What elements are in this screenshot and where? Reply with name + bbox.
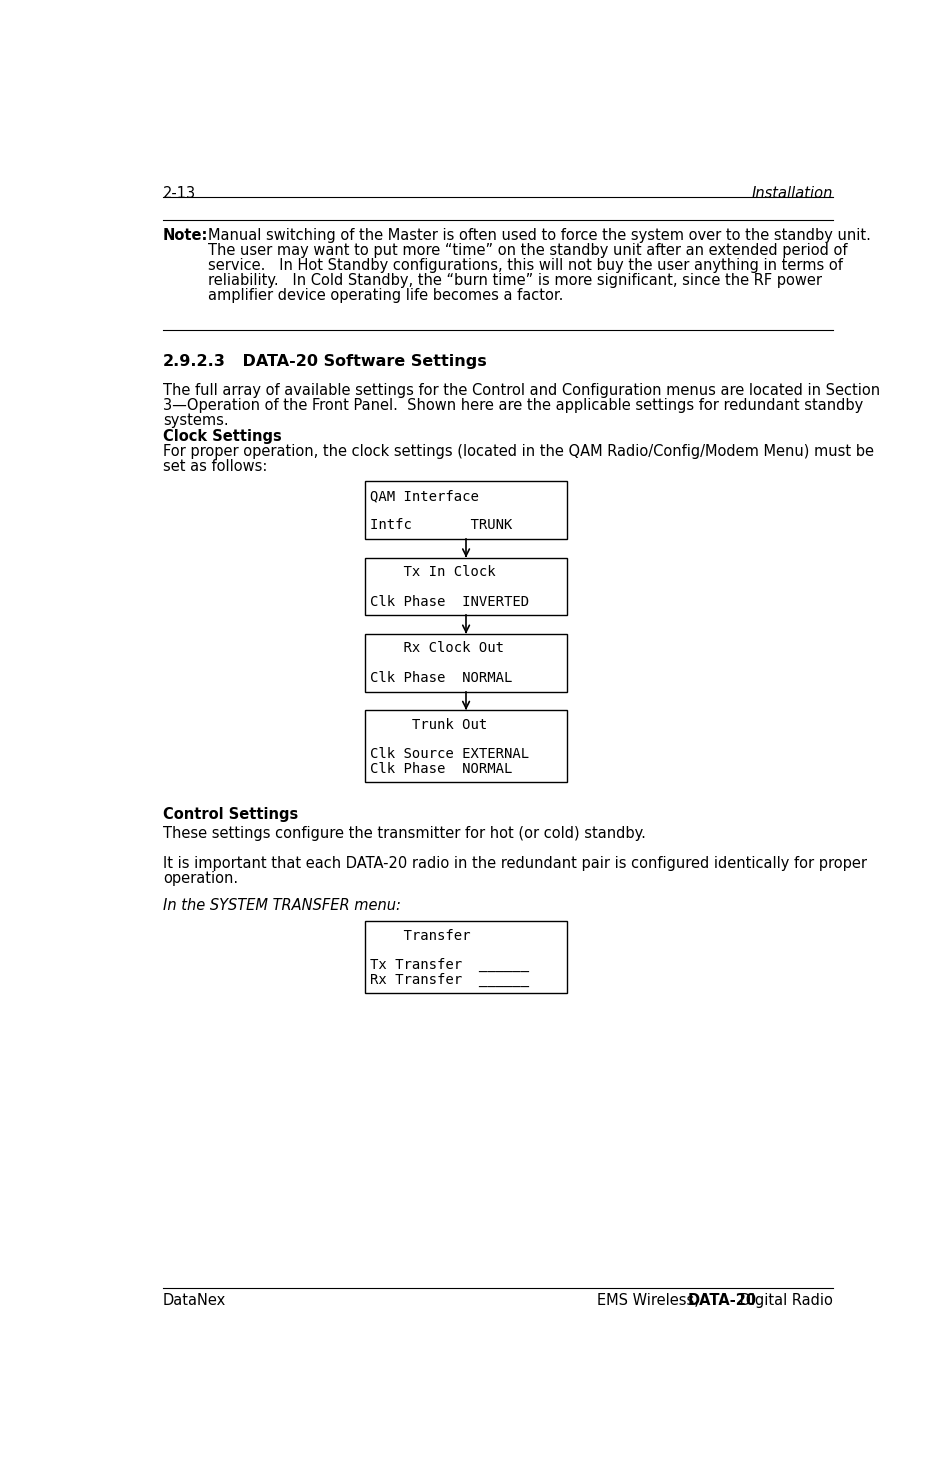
Text: operation.: operation. xyxy=(163,870,238,885)
Bar xyxy=(365,710,567,782)
Text: Clk Source EXTERNAL: Clk Source EXTERNAL xyxy=(370,747,529,761)
Text: Clk Phase  INVERTED: Clk Phase INVERTED xyxy=(370,594,529,609)
Text: reliability.   In Cold Standby, the “burn time” is more significant, since the R: reliability. In Cold Standby, the “burn … xyxy=(208,273,822,288)
Text: Rx Transfer  ______: Rx Transfer ______ xyxy=(370,973,529,986)
Bar xyxy=(365,634,567,691)
Bar xyxy=(365,557,567,616)
Text: The user may want to put more “time” on the standby unit after an extended perio: The user may want to put more “time” on … xyxy=(208,243,847,259)
Text: amplifier device operating life becomes a factor.: amplifier device operating life becomes … xyxy=(208,288,563,303)
Text: Manual switching of the Master is often used to force the system over to the sta: Manual switching of the Master is often … xyxy=(208,228,871,243)
Text: For proper operation, the clock settings (located in the QAM Radio/Config/Modem : For proper operation, the clock settings… xyxy=(163,444,874,459)
Text: systems.: systems. xyxy=(163,413,228,428)
Text: Trunk Out: Trunk Out xyxy=(370,717,487,732)
Text: 3—Operation of the Front Panel.  Shown here are the applicable settings for redu: 3—Operation of the Front Panel. Shown he… xyxy=(163,398,864,413)
Text: set as follows:: set as follows: xyxy=(163,460,267,475)
Text: These settings configure the transmitter for hot (or cold) standby.: These settings configure the transmitter… xyxy=(163,826,646,841)
Text: It is important that each DATA-20 radio in the redundant pair is configured iden: It is important that each DATA-20 radio … xyxy=(163,856,867,870)
Text: Clk Phase  NORMAL: Clk Phase NORMAL xyxy=(370,761,513,776)
Text: EMS Wireless,: EMS Wireless, xyxy=(596,1294,703,1308)
Text: DATA-20 Software Settings: DATA-20 Software Settings xyxy=(220,353,486,369)
Text: In the SYSTEM TRANSFER menu:: In the SYSTEM TRANSFER menu: xyxy=(163,898,401,913)
Text: The full array of available settings for the Control and Configuration menus are: The full array of available settings for… xyxy=(163,382,881,398)
Text: QAM Interface: QAM Interface xyxy=(370,490,479,503)
Text: Clock Settings: Clock Settings xyxy=(163,429,281,444)
Text: Digital Radio: Digital Radio xyxy=(735,1294,833,1308)
Text: Note:: Note: xyxy=(163,228,208,243)
Bar xyxy=(365,922,567,994)
Text: DATA-20: DATA-20 xyxy=(688,1294,757,1308)
Bar xyxy=(365,481,567,539)
Text: Clk Phase  NORMAL: Clk Phase NORMAL xyxy=(370,670,513,685)
Text: service.   In Hot Standby configurations, this will not buy the user anything in: service. In Hot Standby configurations, … xyxy=(208,259,843,273)
Text: Tx In Clock: Tx In Clock xyxy=(370,566,495,579)
Text: Control Settings: Control Settings xyxy=(163,807,299,822)
Text: 2.9.2.3: 2.9.2.3 xyxy=(163,353,226,369)
Text: 2-13: 2-13 xyxy=(163,187,196,201)
Text: Tx Transfer  ______: Tx Transfer ______ xyxy=(370,958,529,972)
Text: Transfer: Transfer xyxy=(370,929,471,942)
Text: Installation: Installation xyxy=(751,187,833,201)
Text: Intfc       TRUNK: Intfc TRUNK xyxy=(370,519,513,532)
Text: Rx Clock Out: Rx Clock Out xyxy=(370,641,504,656)
Text: DataNex: DataNex xyxy=(163,1294,226,1308)
